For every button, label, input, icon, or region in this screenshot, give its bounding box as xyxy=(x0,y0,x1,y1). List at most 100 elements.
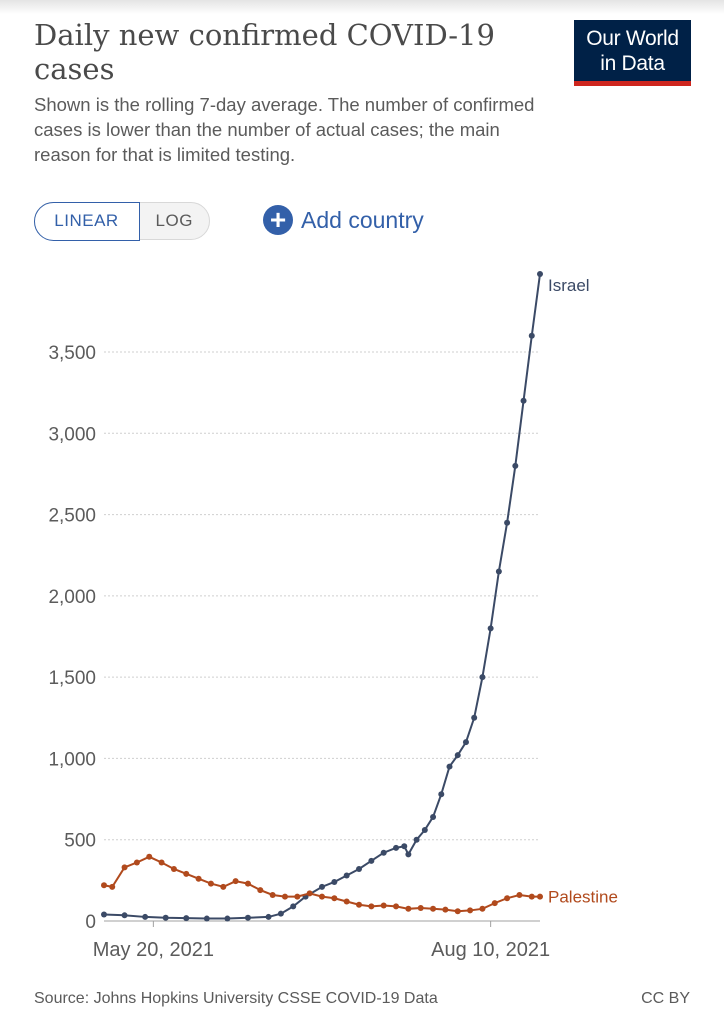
data-point-palestine xyxy=(207,880,214,887)
log-scale-button[interactable]: LOG xyxy=(155,211,193,230)
series-israel: Israel xyxy=(101,271,590,922)
chart-subtitle: Shown is the rolling 7-day average. The … xyxy=(34,94,535,165)
data-point-palestine xyxy=(467,907,474,914)
data-point-israel xyxy=(162,914,169,921)
y-tick-label: 0 xyxy=(85,912,96,933)
data-point-palestine xyxy=(281,893,288,900)
data-point-israel xyxy=(495,568,502,575)
data-point-palestine xyxy=(528,893,535,900)
data-point-palestine xyxy=(319,893,325,900)
data-point-palestine xyxy=(479,905,486,912)
data-point-palestine xyxy=(195,875,202,882)
scale-toggle: LINEAR LOG xyxy=(33,201,210,241)
data-point-israel xyxy=(356,865,363,872)
data-point-israel xyxy=(520,397,527,404)
data-point-israel xyxy=(479,674,486,681)
data-point-palestine xyxy=(220,883,227,890)
data-point-israel xyxy=(380,849,387,856)
data-point-israel xyxy=(277,910,284,917)
data-point-palestine xyxy=(356,901,363,908)
data-point-israel xyxy=(430,813,437,820)
data-point-palestine xyxy=(232,878,239,885)
y-tick-label: 500 xyxy=(64,831,96,852)
data-point-palestine xyxy=(158,859,165,866)
data-point-israel xyxy=(203,915,210,922)
data-point-palestine xyxy=(244,880,251,887)
data-point-palestine xyxy=(504,895,511,902)
data-point-israel xyxy=(244,914,251,921)
top-shade xyxy=(0,0,724,14)
data-point-israel xyxy=(393,844,400,851)
data-point-palestine xyxy=(380,902,387,909)
data-point-palestine xyxy=(133,859,140,866)
data-point-palestine xyxy=(393,903,400,910)
data-point-israel xyxy=(319,883,325,890)
y-axis-ticks: 0 500 1,000 1,500 2,000 2,500 3,000 3,500 xyxy=(48,343,96,933)
data-point-palestine xyxy=(170,865,177,872)
data-point-palestine xyxy=(146,853,153,860)
linear-scale-button[interactable]: LINEAR xyxy=(33,201,140,241)
logo-line-1: Our World xyxy=(586,26,679,50)
data-point-israel xyxy=(183,915,190,922)
chart-title: Daily new confirmed COVID-19 cases xyxy=(34,18,495,86)
add-country-button[interactable]: + Add country xyxy=(263,203,424,237)
data-point-palestine xyxy=(331,895,338,902)
data-point-israel xyxy=(121,912,128,919)
data-point-palestine xyxy=(257,887,264,894)
data-point-palestine xyxy=(294,893,301,900)
data-point-israel xyxy=(265,913,272,920)
data-point-palestine xyxy=(417,904,424,911)
data-point-palestine xyxy=(516,891,523,898)
source-note[interactable]: Source: Johns Hopkins University CSSE CO… xyxy=(34,990,438,1007)
license-link[interactable]: CC BY xyxy=(641,990,690,1007)
data-point-israel xyxy=(528,332,535,339)
data-point-palestine xyxy=(306,890,313,897)
data-point-israel xyxy=(405,851,412,858)
y-tick-label: 3,500 xyxy=(48,343,96,364)
data-point-israel xyxy=(421,826,428,833)
data-point-palestine xyxy=(109,883,116,890)
data-point-palestine xyxy=(430,905,437,912)
data-point-israel xyxy=(438,791,445,798)
data-point-palestine xyxy=(537,893,543,900)
data-point-israel xyxy=(331,878,338,885)
data-point-israel xyxy=(413,836,420,843)
data-point-palestine xyxy=(183,870,190,877)
y-tick-label: 2,000 xyxy=(48,587,96,608)
data-point-palestine xyxy=(491,900,498,907)
y-tick-label: 1,000 xyxy=(48,749,96,770)
y-tick-label: 2,500 xyxy=(48,506,96,527)
data-point-israel xyxy=(512,462,519,469)
data-point-israel xyxy=(290,903,297,910)
data-point-palestine xyxy=(101,882,107,889)
data-point-israel xyxy=(401,843,408,850)
series-label-israel: Israel xyxy=(548,276,590,295)
data-point-israel xyxy=(537,271,543,277)
logo-line-2: in Data xyxy=(600,51,665,75)
x-tick-label: Aug 10, 2021 xyxy=(431,939,550,961)
data-point-palestine xyxy=(269,891,276,898)
data-point-palestine xyxy=(343,898,350,905)
plus-circle-icon: + xyxy=(263,205,293,235)
x-axis: May 20, 2021 Aug 10, 2021 xyxy=(93,920,550,961)
data-point-israel xyxy=(142,913,149,920)
data-point-israel xyxy=(224,915,231,922)
data-point-palestine xyxy=(442,906,449,913)
data-point-israel xyxy=(446,763,453,770)
data-point-israel xyxy=(471,714,478,721)
owid-logo[interactable]: Our World in Data xyxy=(574,20,691,86)
data-point-palestine xyxy=(121,864,128,871)
data-point-israel xyxy=(462,739,469,746)
line-chart: 0 500 1,000 1,500 2,000 2,500 3,000 3,500 May 2… xyxy=(48,271,618,961)
x-tick-label: May 20, 2021 xyxy=(93,939,214,961)
data-point-israel xyxy=(454,752,461,759)
series-label-palestine: Palestine xyxy=(548,888,618,907)
series-palestine: Palestine xyxy=(101,853,618,915)
y-tick-label: 3,000 xyxy=(48,424,96,445)
data-point-palestine xyxy=(405,905,412,912)
add-country-label: Add country xyxy=(301,206,424,233)
data-point-israel xyxy=(487,625,494,632)
y-tick-label: 1,500 xyxy=(48,668,96,689)
data-point-israel xyxy=(504,519,511,526)
grid-lines xyxy=(104,351,540,841)
